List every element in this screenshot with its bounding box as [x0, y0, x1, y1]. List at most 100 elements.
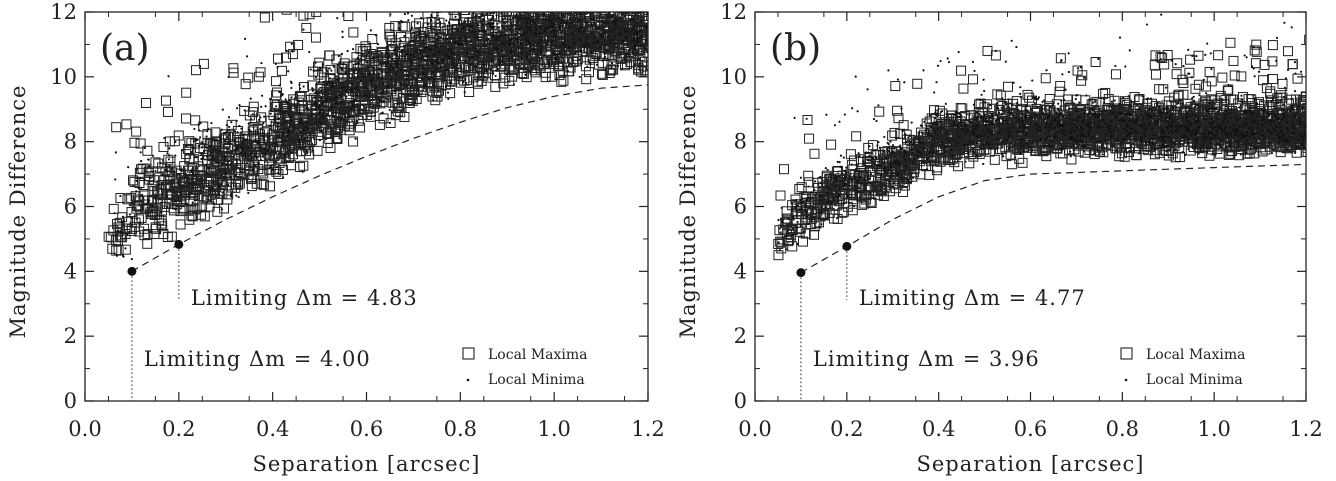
local-maxima-point [528, 0, 537, 2]
local-minima-point [656, 6, 658, 8]
local-maxima-point [325, 100, 336, 111]
local-maxima-point [1091, 96, 1102, 107]
local-maxima-point [287, 149, 298, 160]
y-tick-label: 10 [50, 65, 77, 89]
y-axis-title: Magnitude Difference [6, 85, 30, 339]
local-minima-point [438, 29, 441, 32]
local-minima-point [403, 59, 406, 62]
local-minima-point [369, 79, 372, 83]
local-minima-point [266, 132, 270, 135]
local-minima-point [625, 59, 628, 62]
local-maxima-point [402, 69, 413, 80]
local-minima-point [245, 161, 249, 165]
local-minima-point [427, 48, 430, 51]
local-maxima-point [636, 1, 645, 10]
local-minima-point [528, 21, 532, 24]
local-maxima-point [645, 12, 648, 21]
local-minima-point [236, 131, 239, 134]
local-minima-point [378, 72, 381, 75]
local-minima-point [553, 8, 555, 10]
local-maxima-point [583, 67, 594, 78]
local-maxima-point [547, 0, 556, 2]
local-minima-point [338, 137, 341, 140]
local-maxima-point [653, 28, 662, 37]
local-minima-point [131, 184, 134, 188]
local-minima-point [364, 94, 368, 97]
local-maxima-point [451, 24, 462, 35]
local-maxima-point [1236, 71, 1247, 82]
local-maxima-point [295, 162, 306, 173]
local-minima-point [298, 131, 301, 134]
local-minima-point [388, 84, 391, 87]
local-minima-point [191, 201, 194, 204]
local-maxima-point [1308, 136, 1317, 145]
local-maxima-point [1308, 146, 1317, 155]
local-minima-point [635, 3, 637, 5]
local-minima-point [636, 33, 639, 36]
local-maxima-point [181, 87, 192, 98]
local-minima-point [313, 96, 316, 99]
local-maxima-point [274, 125, 285, 136]
local-minima-point [538, 5, 540, 7]
local-minima-point [126, 233, 129, 236]
local-minima-point [451, 60, 454, 63]
local-minima-point [494, 38, 498, 41]
local-minima-point [249, 118, 253, 121]
local-minima-point [626, 45, 629, 48]
local-maxima-point [586, 1, 595, 10]
local-minima-point [359, 79, 363, 82]
local-maxima-point [618, 0, 627, 2]
local-minima-point [394, 61, 398, 64]
local-maxima-point [454, 12, 465, 13]
local-minima-point [376, 76, 379, 79]
local-minima-point [403, 12, 406, 16]
local-minima-point [477, 50, 480, 53]
local-minima-point [224, 139, 227, 142]
local-maxima-point [147, 207, 158, 218]
local-minima-point [181, 177, 184, 180]
local-minima-point [484, 51, 487, 54]
local-minima-point [269, 97, 272, 100]
local-minima-point [606, 22, 609, 25]
local-minima-point [394, 73, 398, 76]
local-minima-point [622, 39, 625, 42]
local-minima-point [263, 132, 266, 135]
local-minima-point [492, 22, 495, 25]
local-minima-point [281, 93, 284, 96]
local-minima-point [160, 182, 163, 185]
local-minima-point [544, 0, 546, 1]
local-maxima-point [344, 79, 355, 90]
local-minima-point [609, 30, 612, 33]
local-minima-point [315, 105, 318, 108]
local-minima-point [240, 127, 243, 130]
local-minima-point [579, 18, 582, 22]
local-maxima-point [647, 44, 648, 55]
local-maxima-point [887, 130, 898, 141]
local-maxima-point [228, 67, 239, 78]
local-maxima-point [798, 236, 809, 247]
local-maxima-point [953, 161, 964, 172]
local-minima-point [312, 69, 315, 72]
local-maxima-point [281, 100, 292, 111]
local-maxima-point [166, 231, 177, 242]
legend-label: Local Maxima [488, 347, 588, 363]
local-minima-point [246, 146, 250, 150]
local-maxima-point [621, 1, 630, 10]
local-minima-point [496, 67, 500, 71]
local-minima-point [603, 57, 606, 60]
local-maxima-point [139, 223, 150, 234]
local-minima-point [554, 29, 557, 32]
local-maxima-point [223, 189, 234, 200]
local-minima-point [191, 168, 194, 171]
local-minima-point [257, 162, 260, 165]
local-minima-point [407, 19, 410, 22]
local-minima-point [385, 85, 389, 88]
local-maxima-point [620, 0, 629, 9]
local-minima-point [384, 64, 387, 68]
local-minima-point [475, 14, 478, 17]
local-minima-point [296, 161, 299, 164]
local-minima-point [373, 88, 376, 91]
local-minima-point [489, 42, 492, 45]
local-minima-point [517, 47, 520, 50]
